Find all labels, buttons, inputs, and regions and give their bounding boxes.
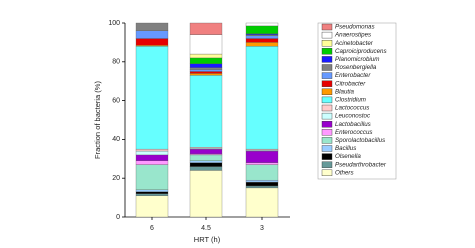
legend-swatch <box>321 96 333 104</box>
legend-label: Pseudarthrobacter <box>335 161 387 168</box>
legend-label: Planomicrobium <box>335 56 379 63</box>
x-tick-label: 6 <box>150 225 154 232</box>
x-axis-label: HRT (h) <box>194 235 221 244</box>
bar-segment <box>245 35 279 39</box>
legend-swatch <box>321 40 333 47</box>
legend-label: Blautia <box>335 88 354 95</box>
legend-swatch <box>321 153 333 160</box>
legend-swatch <box>321 137 333 144</box>
legend-label: Enterobacter <box>335 72 371 79</box>
y-tick-label: 0 <box>116 214 120 221</box>
legend-label: Anaerostipes <box>334 32 371 39</box>
bar-segment <box>135 191 169 194</box>
y-tick-label: 40 <box>112 136 120 143</box>
legend-label: Rosenbergiella <box>335 64 377 71</box>
legend-label: Enterococcus <box>335 129 373 136</box>
bar-segment <box>135 150 169 156</box>
legend-swatch <box>321 23 333 31</box>
legend-label: Lactobacillus <box>335 121 371 128</box>
x-tick-label: 3 <box>260 225 264 232</box>
bar-segment <box>135 160 169 165</box>
bar-segment <box>135 22 169 31</box>
legend-swatch <box>321 31 333 39</box>
bar-segment <box>245 22 279 27</box>
bar-segment <box>245 38 279 43</box>
legend-label: Lactococcus <box>335 105 369 112</box>
legend-label: Clostridium <box>335 97 366 104</box>
legend-swatch <box>321 80 333 87</box>
bar-segment <box>245 181 279 187</box>
bar-segment <box>135 38 169 46</box>
y-tick-label: 80 <box>112 59 120 66</box>
bar-segment <box>189 148 223 155</box>
legend-swatch <box>321 48 333 55</box>
bar-segment <box>245 185 279 189</box>
bar-segment <box>135 193 169 196</box>
bar-segment <box>189 154 223 161</box>
legend-label: Sporolactobacillus <box>335 137 385 144</box>
bar-segment <box>245 150 279 163</box>
legend-label: Olsenella <box>335 153 361 160</box>
x-tick-label: 4.5 <box>201 225 211 232</box>
legend-swatch <box>321 161 333 168</box>
bar-segment <box>189 166 223 171</box>
legend-swatch <box>321 145 333 152</box>
bar-segment <box>189 69 223 72</box>
bar-segment <box>245 46 279 150</box>
bar-segment <box>189 73 223 76</box>
bar-segment <box>135 30 169 39</box>
bar-segment <box>189 34 223 55</box>
bar-segment <box>135 195 169 218</box>
legend-label: Acinetobacter <box>334 40 374 47</box>
bar-segment <box>245 162 279 165</box>
bar-segment <box>189 57 223 64</box>
legend-label: Leuconostoc <box>335 113 371 120</box>
legend-swatch <box>321 72 333 79</box>
legend-box <box>317 22 397 180</box>
bar-segment <box>189 63 223 68</box>
y-tick-label: 100 <box>108 20 120 27</box>
y-axis-label: Fraction of bacteria (%) <box>93 81 102 159</box>
legend-label: Citrobacter <box>335 80 366 87</box>
legend-label: Bacillus <box>335 145 356 152</box>
bar-segment <box>135 46 169 150</box>
bar-segment <box>245 42 279 47</box>
legend-swatch <box>321 88 333 96</box>
bar-segment <box>135 164 169 190</box>
bar-segment <box>189 67 223 70</box>
legend-swatch <box>321 56 333 63</box>
legend-swatch <box>321 64 333 71</box>
bar-segment <box>189 22 223 35</box>
bar-segment <box>135 154 169 161</box>
legend-label: Others <box>335 169 354 176</box>
legend-swatch <box>321 104 333 112</box>
bar-segment <box>135 148 169 152</box>
bar-segment <box>245 164 279 181</box>
bar-segment <box>245 179 279 183</box>
bar-segment <box>189 170 223 218</box>
bar-segment <box>245 187 279 218</box>
legend-label: Pseudomonas <box>335 24 375 31</box>
y-tick-label: 20 <box>112 175 120 182</box>
legend-swatch <box>321 129 333 136</box>
legend-swatch <box>321 112 333 120</box>
legend-swatch <box>321 120 333 128</box>
bar-segment <box>135 189 169 192</box>
legend-swatch <box>321 169 333 177</box>
bar-segment <box>245 25 279 34</box>
bar-segment <box>189 160 223 163</box>
bar-segment <box>189 162 223 167</box>
legend-label: Caproiciproducens <box>335 48 387 55</box>
bar-segment <box>189 53 223 59</box>
y-tick-label: 60 <box>112 97 120 104</box>
bar-segment <box>189 75 223 148</box>
bar-segment <box>189 71 223 74</box>
